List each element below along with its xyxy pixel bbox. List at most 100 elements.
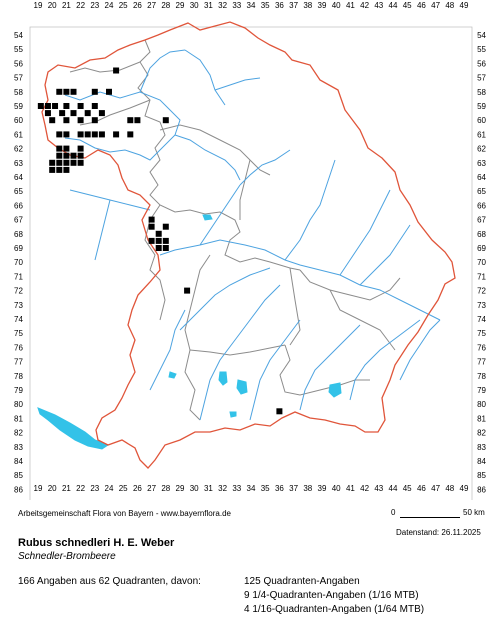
x-tick-label-bottom: 26 <box>133 484 142 493</box>
x-tick-label-top: 44 <box>389 1 398 10</box>
x-tick-label-bottom: 28 <box>161 484 170 493</box>
y-tick-label-left: 71 <box>14 272 23 281</box>
species-title: Rubus schnedleri H. E. Weber <box>18 537 175 549</box>
y-tick-label-right: 68 <box>477 230 486 239</box>
y-tick-label-left: 70 <box>14 258 23 267</box>
data-date: Datenstand: 26.11.2025 <box>396 528 481 537</box>
x-tick-label-bottom: 37 <box>289 484 298 493</box>
record-marker <box>70 88 77 95</box>
x-tick-label-bottom: 39 <box>318 484 327 493</box>
x-tick-label-top: 45 <box>403 1 412 10</box>
distribution-map: 19 19 20 20 21 21 22 22 23 23 24 24 25 25 26 26 27 27 28 28… <box>14 1 487 500</box>
y-tick-label-left: 72 <box>14 287 23 296</box>
record-marker <box>113 131 120 138</box>
record-marker <box>184 287 191 294</box>
y-tick-label-right: 72 <box>477 287 486 296</box>
x-tick-label-bottom: 42 <box>360 484 369 493</box>
y-tick-label-right: 64 <box>477 173 486 182</box>
y-tick-label-right: 85 <box>477 471 486 480</box>
y-tick-label-left: 81 <box>14 414 23 423</box>
bavaria-border <box>41 21 456 469</box>
record-marker <box>63 166 70 173</box>
record-marker <box>77 103 84 109</box>
x-tick-label-bottom: 35 <box>261 484 270 493</box>
record-marker <box>84 131 91 138</box>
y-tick-label-right: 78 <box>477 372 486 381</box>
record-marker <box>56 159 63 166</box>
y-tick-label-right: 74 <box>477 315 486 324</box>
record-marker <box>56 152 63 159</box>
x-tick-label-top: 34 <box>247 1 256 10</box>
x-tick-label-bottom: 38 <box>303 484 312 493</box>
record-marker <box>44 110 51 117</box>
x-tick-label-bottom: 25 <box>119 484 128 493</box>
y-tick-label-right: 79 <box>477 386 486 395</box>
y-tick-label-right: 83 <box>477 443 486 452</box>
x-tick-label-top: 41 <box>346 1 355 10</box>
x-tick-label-top: 35 <box>261 1 270 10</box>
y-tick-label-left: 84 <box>14 457 23 466</box>
y-tick-label-right: 56 <box>477 59 486 68</box>
record-marker <box>77 159 84 166</box>
y-tick-label-right: 57 <box>477 74 486 83</box>
y-tick-label-right: 65 <box>477 187 486 196</box>
y-tick-label-right: 60 <box>477 116 486 125</box>
rivers <box>64 49 441 421</box>
y-tick-label-left: 69 <box>14 244 23 253</box>
y-tick-label-right: 84 <box>477 457 486 466</box>
record-marker <box>52 103 59 109</box>
x-tick-label-bottom: 32 <box>218 484 227 493</box>
y-tick-label-left: 57 <box>14 74 23 83</box>
record-marker <box>77 117 84 124</box>
record-marker <box>155 230 162 237</box>
record-marker <box>56 166 63 173</box>
x-tick-label-bottom: 48 <box>445 484 454 493</box>
y-tick-label-right: 62 <box>477 145 486 154</box>
y-tick-label-left: 64 <box>14 173 23 182</box>
record-marker <box>148 237 155 244</box>
x-tick-label-top: 38 <box>303 1 312 10</box>
record-marker <box>155 237 162 244</box>
x-tick-label-top: 29 <box>176 1 185 10</box>
y-tick-label-left: 66 <box>14 201 23 210</box>
credit-text: Arbeitsgemeinschaft Flora von Bayern - w… <box>18 509 231 518</box>
y-tick-label-left: 65 <box>14 187 23 196</box>
record-marker <box>98 110 105 117</box>
record-marker <box>56 145 63 152</box>
x-tick-label-bottom: 47 <box>431 484 440 493</box>
y-tick-label-left: 68 <box>14 230 23 239</box>
record-marker <box>56 88 63 95</box>
record-markers <box>37 67 283 415</box>
record-marker <box>91 88 98 95</box>
record-marker <box>106 88 112 95</box>
record-marker <box>63 159 70 166</box>
y-tick-label-left: 85 <box>14 471 23 480</box>
district-boundaries <box>69 39 401 421</box>
x-tick-label-top: 22 <box>76 1 85 10</box>
y-tick-label-left: 76 <box>14 343 23 352</box>
y-tick-label-left: 80 <box>14 400 23 409</box>
y-tick-label-right: 66 <box>477 201 486 210</box>
record-marker <box>70 159 77 166</box>
x-tick-label-top: 39 <box>318 1 327 10</box>
y-tick-label-right: 76 <box>477 343 486 352</box>
x-tick-label-bottom: 30 <box>190 484 199 493</box>
x-tick-label-bottom: 34 <box>247 484 256 493</box>
x-tick-label-top: 42 <box>360 1 369 10</box>
map-tick-labels: 19 19 20 20 21 21 22 22 23 23 24 24 25 25 26 26 27 27 28 28… <box>14 1 487 500</box>
record-marker <box>98 131 105 138</box>
x-tick-label-bottom: 22 <box>76 484 85 493</box>
record-marker <box>59 110 66 117</box>
y-tick-label-right: 63 <box>477 159 486 168</box>
y-tick-label-left: 59 <box>14 102 23 111</box>
record-marker <box>162 117 169 124</box>
x-tick-label-bottom: 40 <box>332 484 341 493</box>
record-marker <box>63 117 70 124</box>
record-marker <box>113 67 120 74</box>
y-tick-label-right: 75 <box>477 329 486 338</box>
y-tick-label-left: 74 <box>14 315 23 324</box>
record-marker <box>91 131 98 138</box>
y-tick-label-right: 69 <box>477 244 486 253</box>
x-tick-label-bottom: 41 <box>346 484 355 493</box>
x-tick-label-top: 26 <box>133 1 142 10</box>
